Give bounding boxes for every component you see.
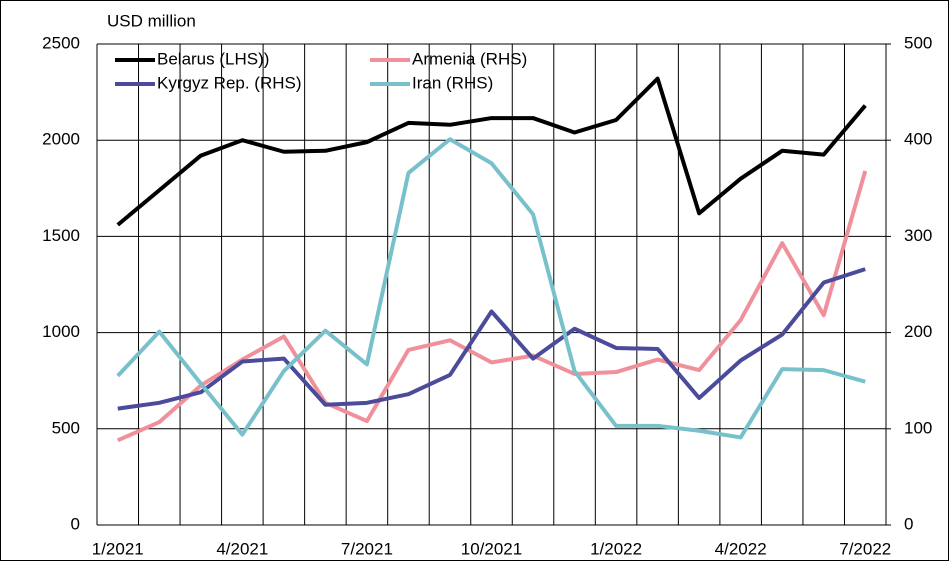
y2-tick-label: 100	[904, 418, 932, 437]
x-tick-label: 1/2022	[590, 539, 642, 558]
y-axis-label: USD million	[107, 11, 196, 30]
legend-label: Armenia (RHS)	[412, 49, 527, 68]
x-tick-label: 7/2022	[839, 539, 891, 558]
y2-tick-label: 200	[904, 322, 932, 341]
x-tick-label: 4/2021	[216, 539, 268, 558]
legend-label: Belarus (LHS))	[157, 49, 269, 68]
x-tick-label: 10/2021	[461, 539, 522, 558]
x-tick-label: 7/2021	[341, 539, 393, 558]
y-tick-label: 2000	[42, 130, 80, 149]
legend-label: Iran (RHS)	[412, 73, 493, 92]
x-tick-label: 4/2022	[715, 539, 767, 558]
x-tick-label: 1/2021	[92, 539, 144, 558]
y2-tick-label: 0	[904, 514, 913, 533]
y-tick-label: 1000	[42, 322, 80, 341]
y-tick-label: 0	[71, 514, 80, 533]
y-tick-label: 500	[52, 418, 80, 437]
legend-label: Kyrgyz Rep. (RHS)	[157, 73, 302, 92]
y2-tick-label: 300	[904, 226, 932, 245]
series-line	[117, 267, 866, 411]
y-tick-label: 1500	[42, 226, 80, 245]
series-line	[116, 137, 866, 440]
y2-tick-label: 400	[904, 130, 932, 149]
series-line	[116, 76, 867, 227]
y2-tick-label: 500	[904, 33, 932, 52]
y-tick-label: 2500	[42, 33, 80, 52]
